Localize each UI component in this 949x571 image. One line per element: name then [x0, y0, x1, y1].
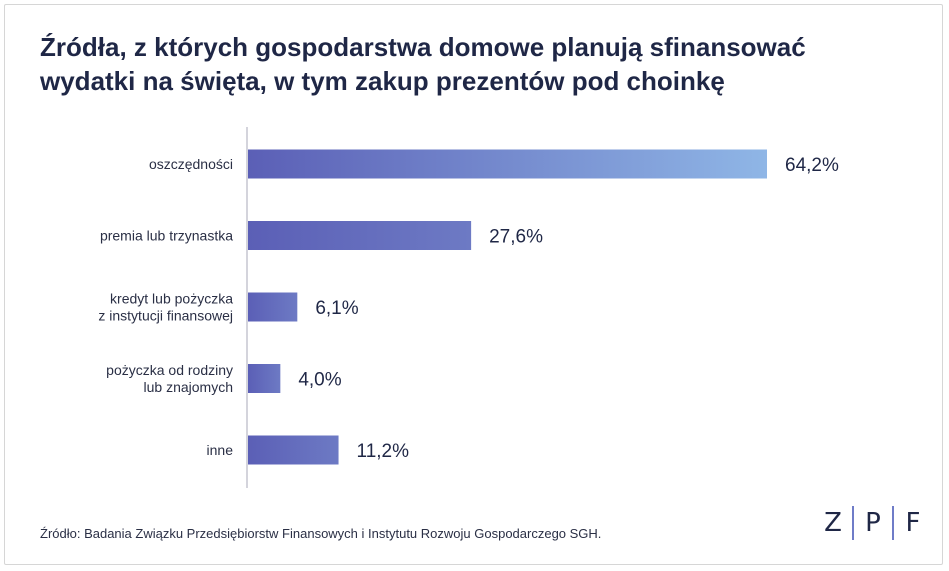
category-label-3-line-2: z instytucji finansowej: [98, 308, 233, 324]
category-label-5: inne: [207, 442, 234, 458]
category-label-3-line-1: kredyt lub pożyczka: [110, 291, 233, 307]
logo-letter-z: Z: [824, 508, 842, 538]
data-label-1: 64,2%: [785, 155, 839, 176]
source-note: Źródło: Badania Związku Przedsiębiorstw …: [40, 526, 602, 541]
logo-letter-p: P: [865, 508, 881, 538]
data-label-2: 27,6%: [489, 227, 543, 248]
data-label-3: 6,1%: [315, 298, 358, 319]
data-label-5: 11,2%: [357, 441, 410, 462]
category-label-1: oszczędności: [149, 156, 233, 172]
zpf-logo: Z P F: [822, 504, 924, 542]
chart-title-line-1: Źródła, z których gospodarstwa domowe pl…: [40, 32, 806, 62]
chart-frame: [4, 4, 943, 565]
logo-separator: [892, 506, 894, 540]
chart-title: Źródła, z których gospodarstwa domowe pl…: [40, 30, 900, 98]
category-label-4-line-1: pożyczka od rodziny: [106, 362, 233, 378]
category-label-2: premia lub trzynastka: [100, 228, 233, 244]
bar-4: [248, 364, 281, 393]
category-label-4-line-2: lub znajomych: [144, 379, 234, 395]
bar-1: [248, 149, 767, 179]
chart-title-line-2: wydatki na święta, w tym zakup prezentów…: [40, 66, 725, 96]
bar-5: [248, 435, 339, 465]
data-label-4: 4,0%: [298, 370, 341, 391]
bar-2: [248, 221, 472, 250]
logo-separator: [852, 506, 854, 540]
logo-letter-f: F: [905, 508, 921, 538]
bar-3: [248, 292, 298, 322]
